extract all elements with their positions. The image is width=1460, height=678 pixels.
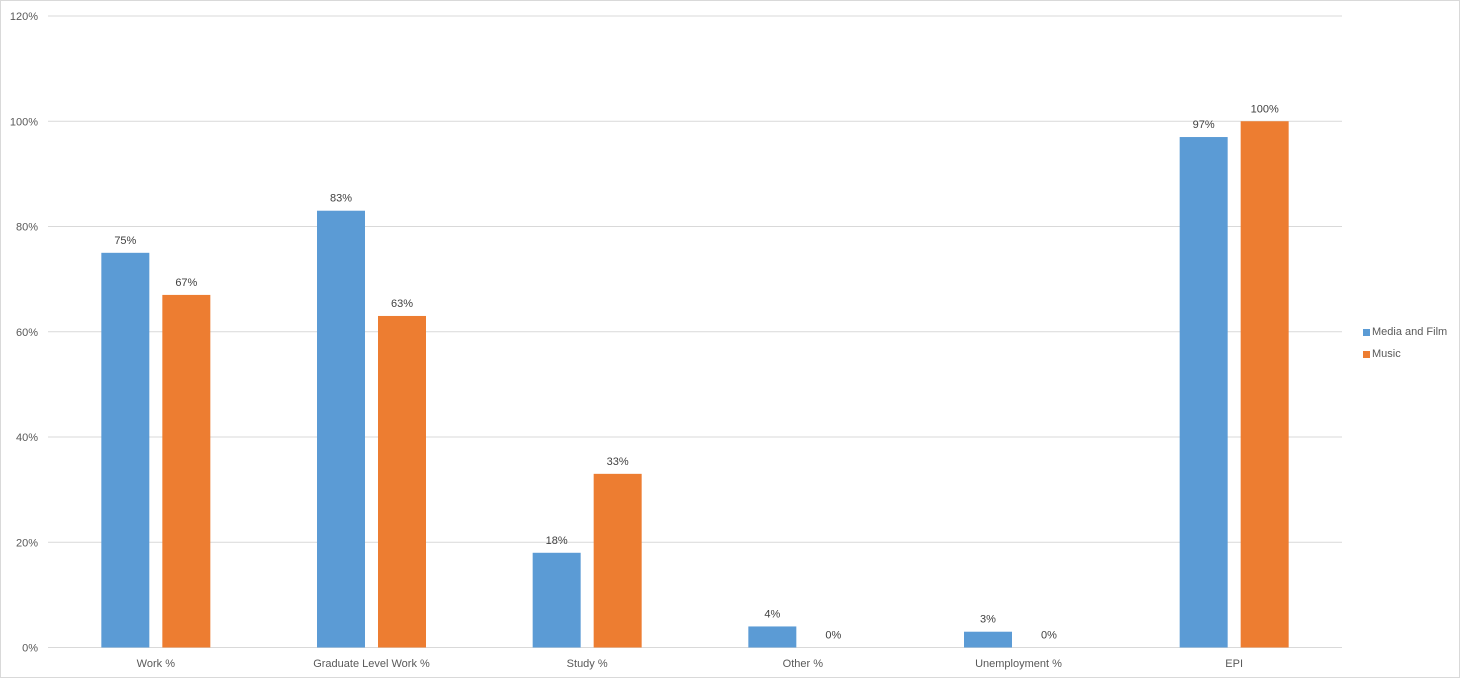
data-label-music: 33% <box>607 456 629 468</box>
data-label-media-and-film: 18% <box>546 535 568 547</box>
data-label-media-and-film: 83% <box>330 193 352 205</box>
data-label-music: 63% <box>391 298 413 310</box>
data-label-music: 100% <box>1251 103 1279 115</box>
bar-media-and-film[interactable] <box>1179 137 1228 648</box>
data-label-music: 67% <box>175 277 197 289</box>
data-label-media-and-film: 97% <box>1193 119 1215 131</box>
y-tick-label: 100% <box>10 116 38 128</box>
legend-item-music[interactable]: Music <box>1363 343 1447 365</box>
y-tick-label: 60% <box>16 327 38 339</box>
legend-label-music: Music <box>1372 348 1401 360</box>
legend-label-media-and-film: Media and Film <box>1372 326 1448 338</box>
x-tick-label: Graduate Level Work % <box>313 658 430 670</box>
bar-media-and-film[interactable] <box>317 210 365 648</box>
data-label-media-and-film: 75% <box>114 235 136 247</box>
data-label-music: 0% <box>825 630 841 642</box>
chart-legend: Media and Film Music <box>1363 321 1447 365</box>
x-tick-label: Study % <box>567 658 608 670</box>
data-label-media-and-film: 4% <box>764 608 780 620</box>
bar-music[interactable] <box>1240 121 1289 648</box>
bar-music[interactable] <box>378 315 426 648</box>
legend-item-media-and-film[interactable]: Media and Film <box>1363 321 1447 343</box>
bar-music[interactable] <box>593 473 642 648</box>
bar-media-and-film[interactable] <box>532 552 581 648</box>
data-label-music: 0% <box>1041 630 1057 642</box>
bar-media-and-film[interactable] <box>964 631 1012 648</box>
x-tick-label: EPI <box>1225 658 1243 670</box>
bar-media-and-film[interactable] <box>101 252 150 648</box>
y-tick-label: 120% <box>10 11 38 23</box>
y-tick-label: 0% <box>22 643 38 655</box>
x-tick-label: Unemployment % <box>975 658 1062 670</box>
data-label-media-and-film: 3% <box>980 614 996 626</box>
bar-media-and-film[interactable] <box>748 626 797 648</box>
x-tick-label: Work % <box>137 658 176 670</box>
x-tick-label: Other % <box>783 658 824 670</box>
y-tick-label: 20% <box>16 537 38 549</box>
bar-music[interactable] <box>162 294 211 648</box>
legend-swatch-music <box>1363 350 1370 358</box>
legend-swatch-media-and-film <box>1363 328 1370 336</box>
y-tick-label: 80% <box>16 222 38 234</box>
y-tick-label: 40% <box>16 432 38 444</box>
